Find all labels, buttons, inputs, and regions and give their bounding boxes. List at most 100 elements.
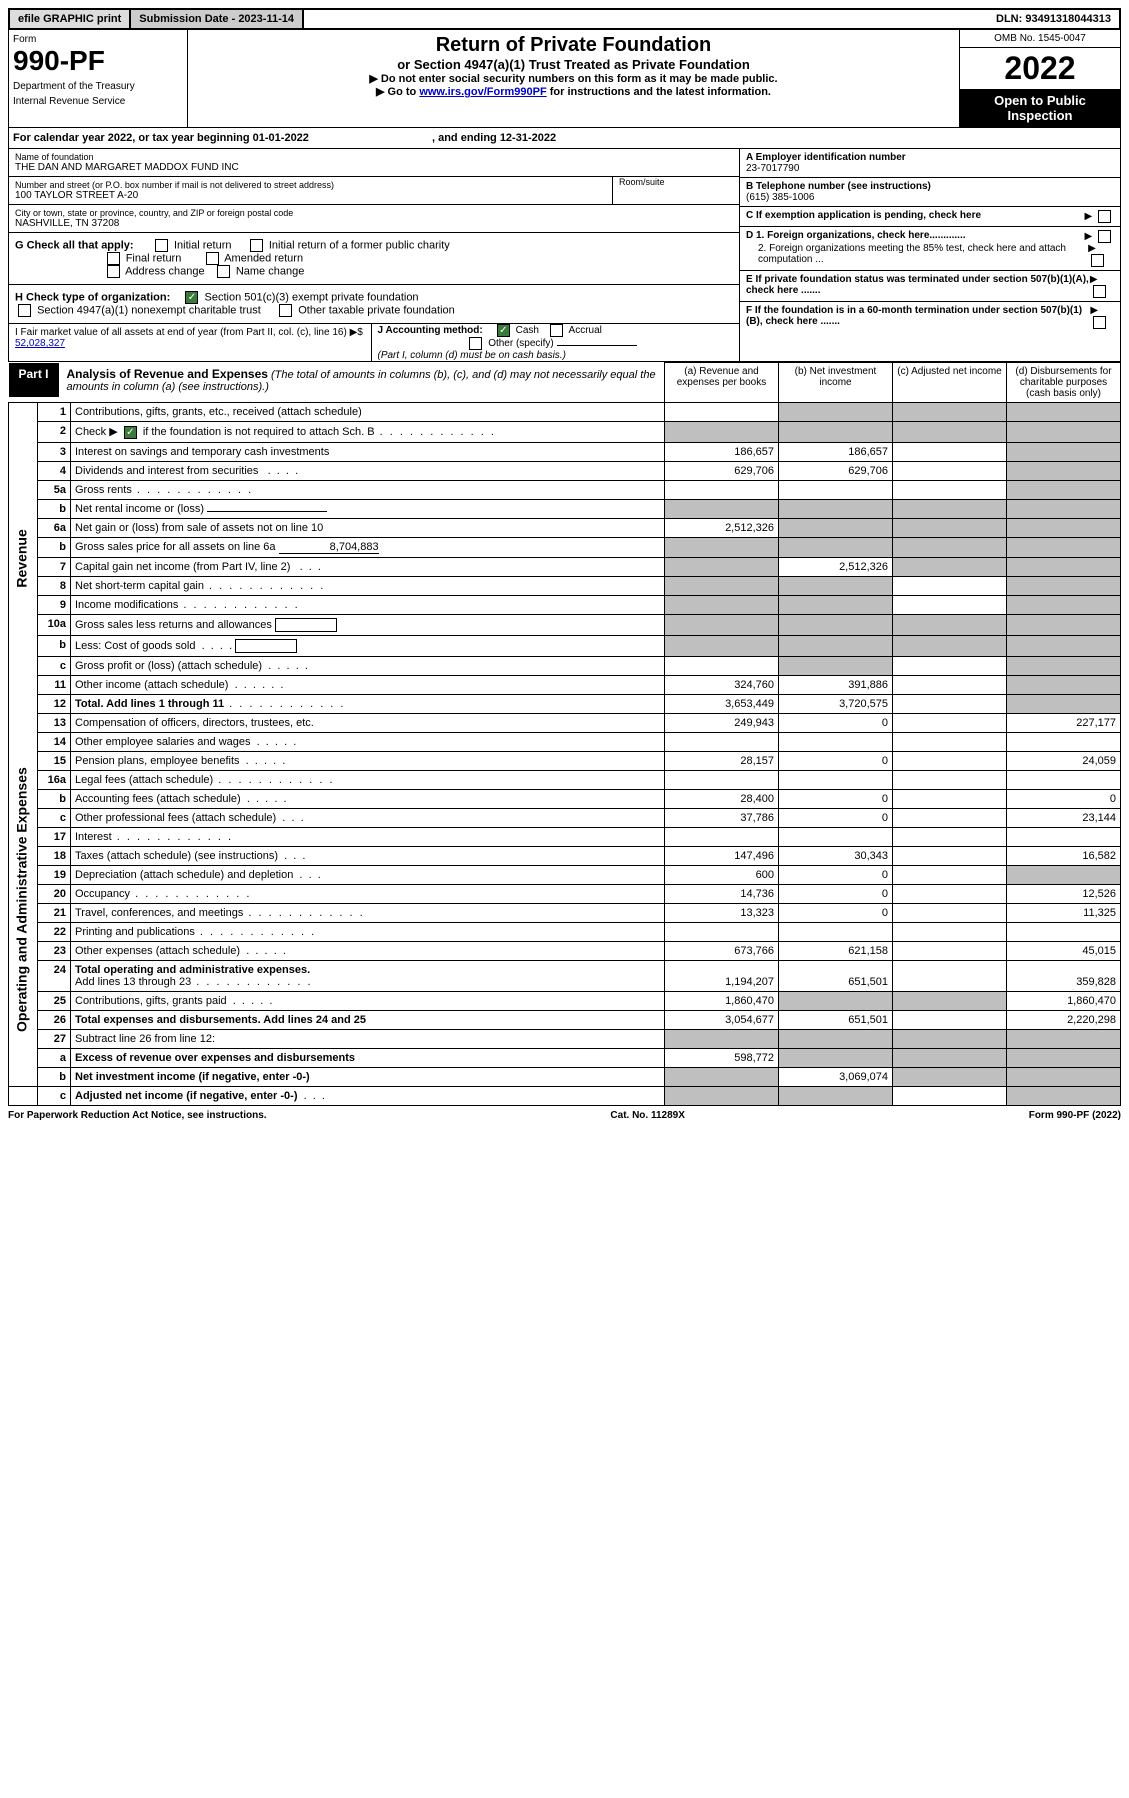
cash-checkbox[interactable]: [497, 324, 510, 337]
d2-checkbox[interactable]: [1091, 254, 1104, 267]
line-21-b: 0: [779, 903, 893, 922]
table-row: c Other professional fees (attach schedu…: [9, 808, 1121, 827]
line-27-num: 27: [38, 1029, 71, 1048]
line-27a-desc: Excess of revenue over expenses and disb…: [71, 1048, 665, 1067]
line-25-desc: Contributions, gifts, grants paid . . . …: [71, 991, 665, 1010]
line-21-a: 13,323: [665, 903, 779, 922]
line-6a-num: 6a: [38, 518, 71, 537]
line-13-desc: Compensation of officers, directors, tru…: [71, 713, 665, 732]
line-27c-num: c: [38, 1086, 71, 1105]
line-23-b: 621,158: [779, 941, 893, 960]
ein-value: 23-7017790: [746, 163, 799, 174]
table-row: 3 Interest on savings and temporary cash…: [9, 442, 1121, 461]
line-25-num: 25: [38, 991, 71, 1010]
f-label: F If the foundation is in a 60-month ter…: [746, 305, 1082, 327]
line-25-d: 1,860,470: [1007, 991, 1121, 1010]
other-method-checkbox[interactable]: [469, 337, 482, 350]
part1-table: Part I Analysis of Revenue and Expenses …: [8, 362, 1121, 1106]
table-row: 8 Net short-term capital gain: [9, 576, 1121, 595]
line-18-desc: Taxes (attach schedule) (see instruction…: [71, 846, 665, 865]
cat-no: Cat. No. 11289X: [610, 1110, 684, 1121]
initial-former-checkbox[interactable]: [250, 239, 263, 252]
line-18-num: 18: [38, 846, 71, 865]
line-12-b: 3,720,575: [779, 694, 893, 713]
line-12-a: 3,653,449: [665, 694, 779, 713]
final-return-checkbox[interactable]: [107, 252, 120, 265]
line-2-num: 2: [38, 422, 71, 443]
amended-return-checkbox[interactable]: [206, 252, 219, 265]
g-name: Name change: [236, 265, 305, 277]
table-row: 19 Depreciation (attach schedule) and de…: [9, 865, 1121, 884]
form-word: Form: [13, 34, 183, 45]
line-20-num: 20: [38, 884, 71, 903]
line-15-b: 0: [779, 751, 893, 770]
other-taxable-checkbox[interactable]: [279, 304, 292, 317]
line-1-desc: Contributions, gifts, grants, etc., rece…: [71, 403, 665, 422]
line-24-d: 359,828: [1007, 960, 1121, 991]
col-b-header: (b) Net investment income: [779, 363, 893, 403]
line-22-desc: Printing and publications: [71, 922, 665, 941]
fmv-value[interactable]: 52,028,327: [15, 338, 65, 349]
name-change-checkbox[interactable]: [217, 265, 230, 278]
form-header: Form 990-PF Department of the Treasury I…: [8, 30, 1121, 127]
table-row: 22 Printing and publications: [9, 922, 1121, 941]
line-20-b: 0: [779, 884, 893, 903]
paperwork-notice: For Paperwork Reduction Act Notice, see …: [8, 1110, 267, 1121]
top-bar: efile GRAPHIC print Submission Date - 20…: [8, 8, 1121, 30]
line-23-a: 673,766: [665, 941, 779, 960]
schb-checkbox[interactable]: [124, 426, 137, 439]
accrual-checkbox[interactable]: [550, 324, 563, 337]
entity-info: Name of foundation THE DAN AND MARGARET …: [8, 149, 1121, 362]
line-5b-desc: Net rental income or (loss): [71, 499, 665, 518]
line-20-d: 12,526: [1007, 884, 1121, 903]
table-row: Operating and Administrative Expenses 13…: [9, 713, 1121, 732]
line-26-num: 26: [38, 1010, 71, 1029]
line-16b-num: b: [38, 789, 71, 808]
dln-label: DLN: 93491318044313: [988, 10, 1119, 28]
h-501c3: Section 501(c)(3) exempt private foundat…: [205, 291, 419, 303]
line-27b-b: 3,069,074: [779, 1067, 893, 1086]
form-footer: Form 990-PF (2022): [1029, 1110, 1121, 1121]
line-4-num: 4: [38, 461, 71, 480]
line-27-desc: Subtract line 26 from line 12:: [71, 1029, 665, 1048]
line-21-d: 11,325: [1007, 903, 1121, 922]
table-row: 4 Dividends and interest from securities…: [9, 461, 1121, 480]
line-27c-desc: Adjusted net income (if negative, enter …: [71, 1086, 665, 1105]
line-10a-desc: Gross sales less returns and allowances: [71, 614, 665, 635]
line-26-desc: Total expenses and disbursements. Add li…: [71, 1010, 665, 1029]
4947-checkbox[interactable]: [18, 304, 31, 317]
table-row: 20 Occupancy 14,736 0 12,526: [9, 884, 1121, 903]
table-row: b Gross sales price for all assets on li…: [9, 537, 1121, 557]
cal-year-begin: For calendar year 2022, or tax year begi…: [13, 132, 309, 144]
c-checkbox[interactable]: [1098, 210, 1111, 223]
d2-label: 2. Foreign organizations meeting the 85%…: [746, 243, 1088, 265]
d1-checkbox[interactable]: [1098, 230, 1111, 243]
table-row: c Gross profit or (loss) (attach schedul…: [9, 656, 1121, 675]
address-change-checkbox[interactable]: [107, 265, 120, 278]
f-checkbox[interactable]: [1093, 316, 1106, 329]
page-footer: For Paperwork Reduction Act Notice, see …: [8, 1106, 1121, 1121]
e-checkbox[interactable]: [1093, 285, 1106, 298]
initial-return-checkbox[interactable]: [155, 239, 168, 252]
g-label: G Check all that apply:: [15, 239, 134, 251]
line-26-a: 3,054,677: [665, 1010, 779, 1029]
line-5a-desc: Gross rents: [71, 480, 665, 499]
line-21-num: 21: [38, 903, 71, 922]
table-row: b Net investment income (if negative, en…: [9, 1067, 1121, 1086]
cal-year-end: , and ending 12-31-2022: [432, 132, 556, 144]
d1-label: D 1. Foreign organizations, check here..…: [746, 230, 966, 241]
form-number: 990-PF: [13, 45, 183, 77]
line-16b-desc: Accounting fees (attach schedule) . . . …: [71, 789, 665, 808]
h-other: Other taxable private foundation: [298, 304, 455, 316]
efile-print-button[interactable]: efile GRAPHIC print: [10, 10, 131, 28]
line-26-d: 2,220,298: [1007, 1010, 1121, 1029]
table-row: 6a Net gain or (loss) from sale of asset…: [9, 518, 1121, 537]
line-15-desc: Pension plans, employee benefits . . . .…: [71, 751, 665, 770]
501c3-checkbox[interactable]: [185, 291, 198, 304]
form990pf-link[interactable]: www.irs.gov/Form990PF: [419, 86, 546, 98]
line-14-num: 14: [38, 732, 71, 751]
table-row: 14 Other employee salaries and wages . .…: [9, 732, 1121, 751]
instr-pre: ▶ Go to: [376, 86, 419, 98]
g-initial-former: Initial return of a former public charit…: [269, 239, 450, 251]
line-24-b: 651,501: [779, 960, 893, 991]
